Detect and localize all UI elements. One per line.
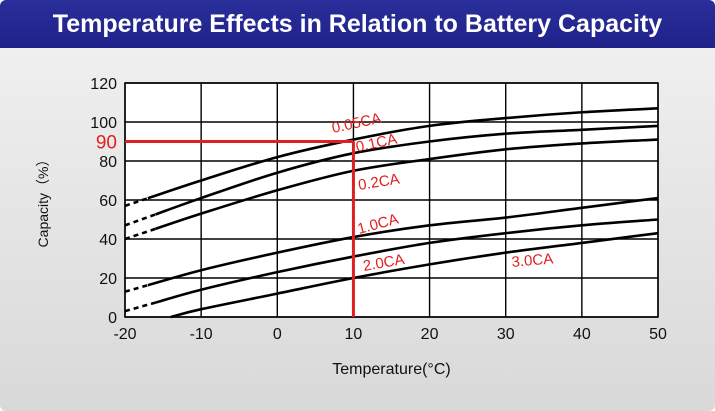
series-line	[147, 196, 659, 287]
x-tick-label: -20	[113, 326, 136, 343]
y-tick-label: 20	[99, 271, 117, 288]
x-tick-label: 50	[649, 326, 667, 343]
series-line	[155, 218, 659, 304]
y-axis-label: Capacity（%）	[35, 153, 51, 248]
x-axis-label: Temperature(°C)	[332, 361, 450, 378]
y-tick-label: 0	[108, 310, 117, 327]
series-label: 3.0CA	[511, 250, 554, 271]
x-tick-label: 10	[345, 326, 363, 343]
series-label: 2.0CA	[362, 251, 406, 275]
y-tick-label: 60	[99, 193, 117, 210]
series-line-dashed	[124, 283, 149, 293]
series-label: 0.2CA	[357, 171, 401, 194]
y-tick-label: 80	[99, 154, 117, 171]
series-line	[155, 124, 659, 216]
y-tick-label: 100	[90, 115, 117, 132]
series-line	[147, 107, 659, 200]
chart-title: Temperature Effects in Relation to Batte…	[0, 0, 715, 48]
x-tick-label: 30	[497, 326, 515, 343]
x-tick-label: 20	[421, 326, 439, 343]
x-tick-label: -10	[190, 326, 213, 343]
series-line-dashed	[124, 197, 149, 208]
x-tick-label: 0	[273, 326, 282, 343]
x-tick-label: 40	[573, 326, 591, 343]
annotation-label: 90	[96, 133, 117, 154]
series-line	[170, 231, 659, 319]
y-tick-label: 40	[99, 232, 117, 249]
series-line	[155, 138, 659, 231]
y-tick-label: 120	[90, 76, 117, 93]
